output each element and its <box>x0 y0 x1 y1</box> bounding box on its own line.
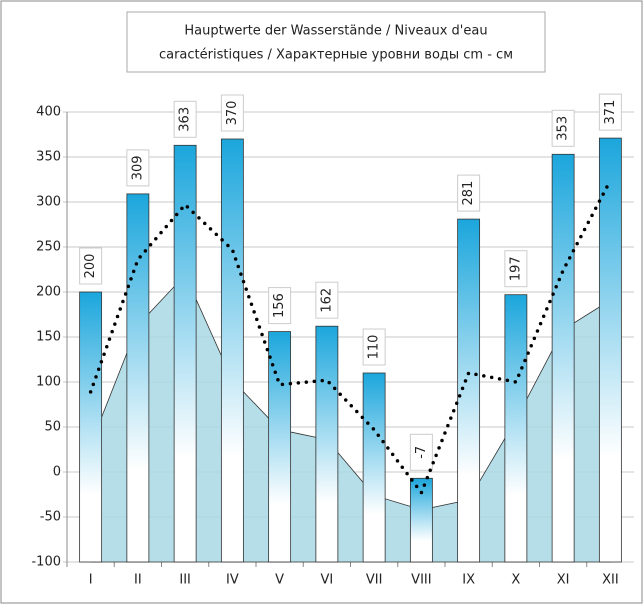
x-tick-label: XII <box>602 573 619 588</box>
bar <box>126 193 150 563</box>
x-tick-label: VI <box>321 573 334 588</box>
value-label: 110 <box>367 335 382 360</box>
value-label-box <box>362 328 386 366</box>
value-label-box <box>315 281 339 319</box>
value-label: 156 <box>272 293 287 318</box>
value-label-box <box>409 433 433 471</box>
y-tick-label: 0 <box>53 465 61 480</box>
value-label-box <box>220 94 244 132</box>
x-tick-label: I <box>89 573 93 588</box>
x-tick-label: VIII <box>411 573 431 588</box>
bar <box>173 144 197 563</box>
bar <box>598 137 622 563</box>
value-label-box <box>173 100 197 138</box>
x-tick-label: XI <box>557 573 570 588</box>
bar <box>457 218 481 563</box>
bar <box>551 153 575 563</box>
x-tick-label: III <box>179 573 191 588</box>
value-label: 281 <box>461 181 476 206</box>
line <box>88 178 613 497</box>
y-tick-label: 100 <box>36 375 61 390</box>
x-tick-label: VII <box>366 573 383 588</box>
value-label-box <box>268 287 292 325</box>
y-tick-label: 50 <box>44 420 61 435</box>
bar <box>268 331 292 563</box>
y-tick-label: 250 <box>36 240 61 255</box>
chart-title: Hauptwerte der Wasserstände / Niveaux d'… <box>184 24 487 39</box>
value-label: 371 <box>603 100 618 125</box>
x-tick-label: II <box>134 573 142 588</box>
value-label: 363 <box>178 107 193 132</box>
value-label: 200 <box>83 254 98 279</box>
value-label-box <box>598 93 622 131</box>
value-label-box <box>504 250 528 288</box>
y-tick-label: 150 <box>36 330 61 345</box>
x-tick-label: X <box>511 573 520 588</box>
bar <box>362 372 386 563</box>
value-label: 162 <box>319 288 334 313</box>
title-box <box>126 11 546 73</box>
value-label-box <box>551 109 575 147</box>
x-tick-label: IV <box>226 573 239 588</box>
y-tick-label: 200 <box>36 285 61 300</box>
x-tick-label: V <box>275 573 284 588</box>
bar <box>79 291 103 563</box>
y-tick-label: 400 <box>36 105 61 120</box>
chart-title: caractéristiques / Характерные уровни во… <box>159 48 513 63</box>
y-tick-label: -50 <box>40 510 61 525</box>
value-label: -7 <box>414 446 429 459</box>
x-tick-label: IX <box>462 573 475 588</box>
value-label: 309 <box>130 155 145 180</box>
bar <box>220 138 244 563</box>
value-label: 353 <box>556 116 571 141</box>
bar <box>315 325 339 563</box>
bar <box>504 294 528 563</box>
y-tick-label: 300 <box>36 195 61 210</box>
value-label: 197 <box>508 256 523 281</box>
y-tick-label: -100 <box>31 555 61 570</box>
value-label-box <box>457 174 481 212</box>
bar <box>409 477 433 563</box>
value-label-box <box>126 149 150 187</box>
value-label: 370 <box>225 101 240 126</box>
value-label-box <box>79 247 103 285</box>
y-tick-label: 350 <box>36 150 61 165</box>
